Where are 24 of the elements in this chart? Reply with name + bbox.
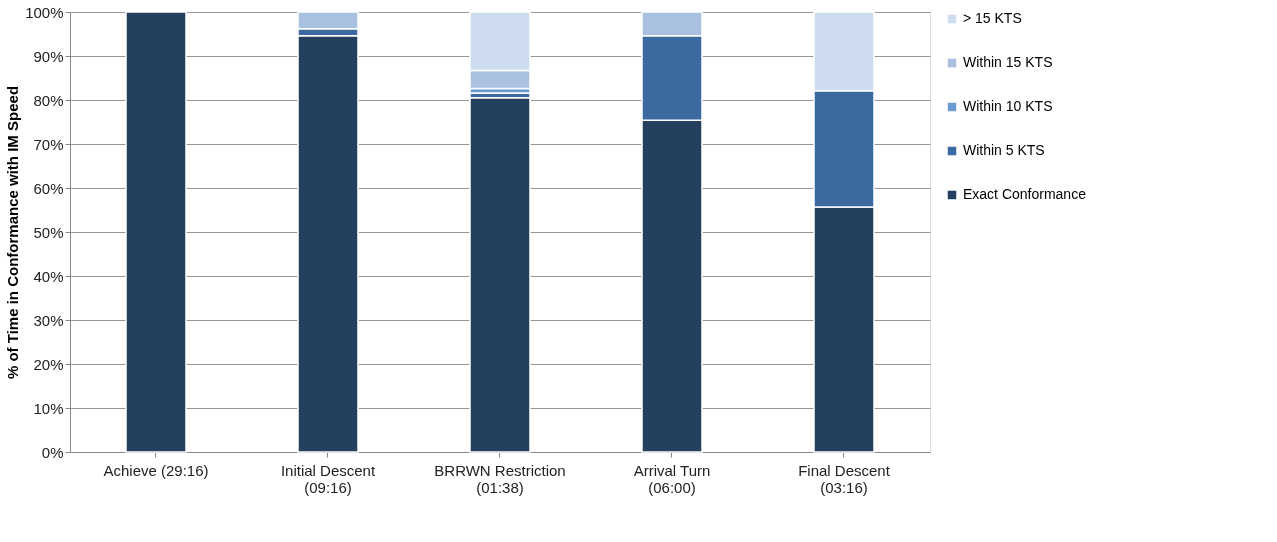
y-tick-label: 30%: [33, 311, 64, 329]
y-tick-label: 10%: [33, 399, 64, 417]
x-tick-label: Final Descent (03:16): [798, 461, 891, 496]
bar: [125, 11, 187, 453]
legend-label: > 15 KTS: [963, 10, 1022, 26]
y-tick-label: 80%: [33, 91, 64, 109]
y-tick-label: 90%: [33, 47, 64, 65]
y-tick-label: 60%: [33, 179, 64, 197]
y-tick-label: 100%: [25, 3, 64, 21]
legend-label: Exact Conformance: [963, 186, 1087, 202]
bar: [469, 97, 531, 453]
y-tick-label: 20%: [33, 355, 64, 373]
y-tick-label: 50%: [33, 223, 64, 241]
legend-label: Within 15 KTS: [963, 54, 1053, 70]
y-tick-label: 40%: [33, 267, 64, 285]
y-tick-label: 70%: [33, 135, 64, 153]
x-tick-label: BRRWN Restriction (01:38): [434, 461, 566, 496]
y-axis-title: % of Time in Conformance with IM Speed: [4, 85, 22, 380]
legend-label: Within 10 KTS: [963, 98, 1053, 114]
x-tick-label: Initial Descent (09:16): [280, 461, 376, 496]
y-tick-label: 0%: [41, 443, 64, 461]
x-tick-label: Achieve (29:16): [103, 461, 209, 479]
x-tick-label: Arrival Turn (06:00): [633, 461, 711, 496]
legend-label: Within 5 KTS: [963, 142, 1045, 158]
